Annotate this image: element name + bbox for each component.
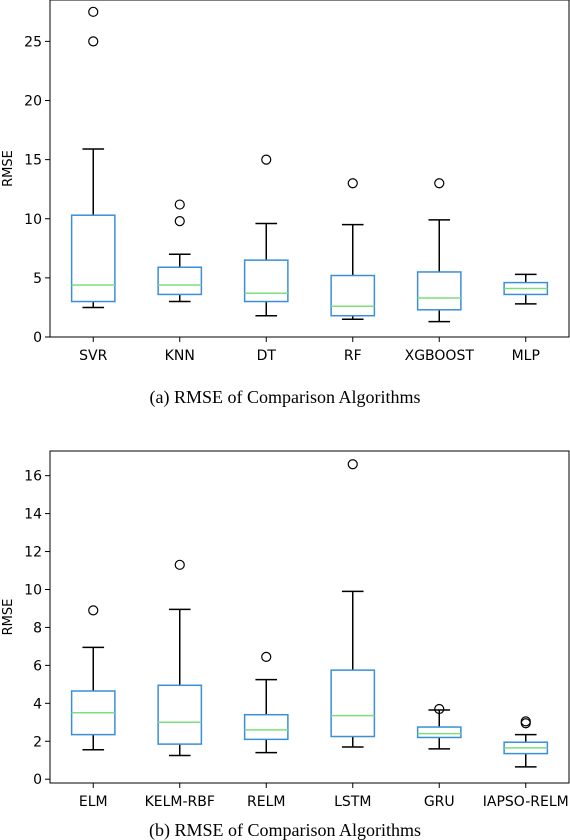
- y-tick-label: 12: [24, 545, 42, 561]
- y-tick-label: 16: [24, 469, 42, 485]
- box-mlp: [503, 273, 549, 305]
- box-kelm-rbf: [157, 559, 203, 757]
- y-tick-label: 5: [33, 271, 42, 287]
- x-tick-label: XGBOOST: [405, 348, 475, 364]
- x-tick-label: IAPSO-RELM: [483, 794, 569, 810]
- y-tick-label: 8: [33, 620, 42, 636]
- iqr-box: [157, 266, 203, 296]
- chart-caption: (a) RMSE of Comparison Algorithms: [150, 387, 421, 408]
- iqr-box: [330, 274, 376, 317]
- chart-caption: (b) RMSE of Comparison Algorithms: [149, 820, 421, 840]
- box-dt: [243, 154, 289, 317]
- outlier-point: [174, 199, 185, 210]
- outlier-point: [88, 36, 99, 47]
- outlier-point: [347, 178, 358, 189]
- outlier-point: [434, 703, 445, 715]
- x-tick-label: ELM: [79, 794, 108, 810]
- box-xgboost: [416, 178, 462, 323]
- x-tick-label: DT: [257, 348, 277, 364]
- plot-frame: [49, 0, 570, 338]
- x-tick-label: GRU: [424, 794, 455, 810]
- y-tick-label: 25: [24, 34, 42, 50]
- x-tick-label: SVR: [79, 348, 107, 364]
- y-axis-label: RMSE: [1, 599, 16, 636]
- y-tick-label: 15: [24, 153, 42, 169]
- y-tick-label: 20: [24, 94, 42, 110]
- y-tick-label: 6: [33, 658, 42, 674]
- outlier-point: [88, 605, 99, 616]
- iqr-box: [330, 669, 376, 738]
- outlier-point: [174, 559, 185, 570]
- x-tick-label: KELM-RBF: [145, 794, 215, 810]
- outlier-point: [88, 6, 99, 17]
- outlier-point: [434, 178, 445, 189]
- outlier-point: [261, 154, 272, 165]
- y-tick-label: 2: [33, 734, 42, 750]
- x-tick-label: LSTM: [334, 794, 371, 810]
- iqr-box: [416, 726, 462, 739]
- box-rf: [330, 178, 376, 321]
- box-knn: [157, 199, 203, 303]
- y-axis-label: RMSE: [1, 150, 16, 187]
- y-tick-label: 0: [33, 772, 42, 788]
- y-tick-label: 0: [33, 330, 42, 346]
- iqr-box: [416, 271, 462, 311]
- y-tick-label: 14: [24, 507, 42, 523]
- x-tick-label: KNN: [165, 348, 195, 364]
- y-tick-label: 10: [24, 582, 42, 598]
- box-elm: [70, 605, 116, 751]
- x-tick-label: RELM: [247, 794, 285, 810]
- outlier-point: [174, 216, 185, 227]
- y-tick-label: 4: [33, 696, 42, 712]
- x-tick-label: RF: [344, 348, 362, 364]
- chart-b: 0 2 4 6 8 10 12 14 16 RMSE ELM KELM-RBF RELM LSTM GRU I…: [1, 450, 570, 840]
- box-relm: [243, 651, 289, 754]
- iqr-box: [157, 684, 203, 745]
- iqr-box: [243, 259, 289, 303]
- box-iapso-relm: [503, 716, 549, 768]
- chart-a: 0 5 10 15 20 25 RMSE SVR KNN DT RF XGBOOST MLP (a) RM…: [1, 0, 570, 408]
- plot-frame: [49, 450, 570, 784]
- iqr-box: [243, 713, 289, 741]
- outlier-point: [520, 716, 531, 727]
- outlier-point: [261, 651, 272, 662]
- y-tick-label: 10: [24, 212, 42, 228]
- x-tick-label: MLP: [512, 348, 540, 364]
- iqr-box: [70, 214, 116, 303]
- box-gru: [416, 703, 462, 750]
- box-svr: [70, 6, 116, 309]
- outlier-point: [347, 459, 358, 470]
- box-lstm: [330, 459, 376, 748]
